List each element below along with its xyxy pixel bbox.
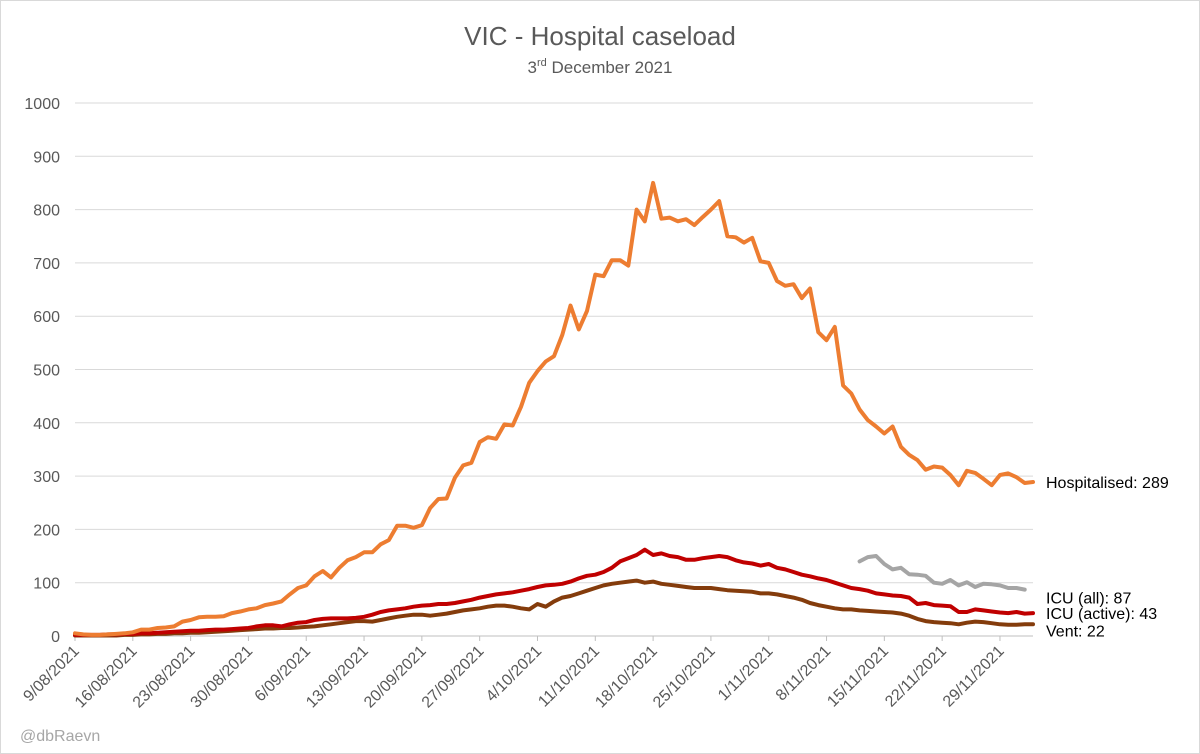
y-tick-label: 400 [33, 416, 60, 433]
series-lines [73, 180, 1035, 638]
x-tick-label: 9/08/2021 [20, 643, 82, 705]
y-tick-label: 900 [33, 149, 60, 166]
chart-title: VIC - Hospital caseload [464, 21, 736, 51]
x-tick-label: 22/11/2021 [882, 643, 950, 711]
end-label-icu-active: ICU (active): 43 [1046, 606, 1157, 623]
credit-text: @dbRaevn [20, 728, 100, 745]
end-label-vent: Vent: 22 [1046, 623, 1105, 640]
series-line-vent [73, 578, 1035, 638]
x-tick-label: 25/10/2021 [650, 643, 719, 712]
chart-subtitle: 3rd December 2021 [528, 57, 673, 77]
y-tick-label: 600 [33, 309, 60, 326]
y-axis: 0 100 200 300 400 500 600 700 800 900 1000 [24, 96, 60, 646]
y-tick-label: 100 [33, 576, 60, 593]
y-tick-label: 500 [33, 363, 60, 380]
x-tick-label: 6/09/2021 [252, 643, 314, 705]
series-line-hospitalised [73, 180, 1035, 637]
y-tick-label: 1000 [24, 96, 60, 113]
y-tick-label: 200 [33, 522, 60, 539]
x-tick-label: 4/10/2021 [483, 643, 545, 705]
subtitle-ordinal-suffix: rd [537, 57, 547, 69]
x-axis: 9/08/202116/08/202123/08/202130/08/20216… [20, 636, 1008, 712]
x-tick-label: 15/11/2021 [824, 643, 892, 711]
end-label-icu-all: ICU (all): 87 [1046, 591, 1131, 608]
x-tick-label: 1/11/2021 [715, 643, 777, 705]
x-tick-label: 29/11/2021 [940, 643, 1008, 711]
x-tick-label: 27/09/2021 [419, 643, 488, 712]
end-label-hospitalised: Hospitalised: 289 [1046, 475, 1169, 492]
x-tick-label: 8/11/2021 [773, 643, 835, 705]
y-tick-label: 800 [33, 203, 60, 220]
series-line-icu-all [857, 554, 1027, 592]
subtitle-day: 3 [528, 58, 537, 77]
series-line-icu-active [73, 547, 1035, 637]
gridlines [75, 102, 1033, 637]
x-tick-label: 30/08/2021 [188, 643, 257, 712]
y-tick-label: 700 [33, 256, 60, 273]
y-tick-label: 300 [33, 469, 60, 486]
y-tick-label: 0 [51, 629, 60, 646]
subtitle-rest: December 2021 [547, 58, 673, 77]
